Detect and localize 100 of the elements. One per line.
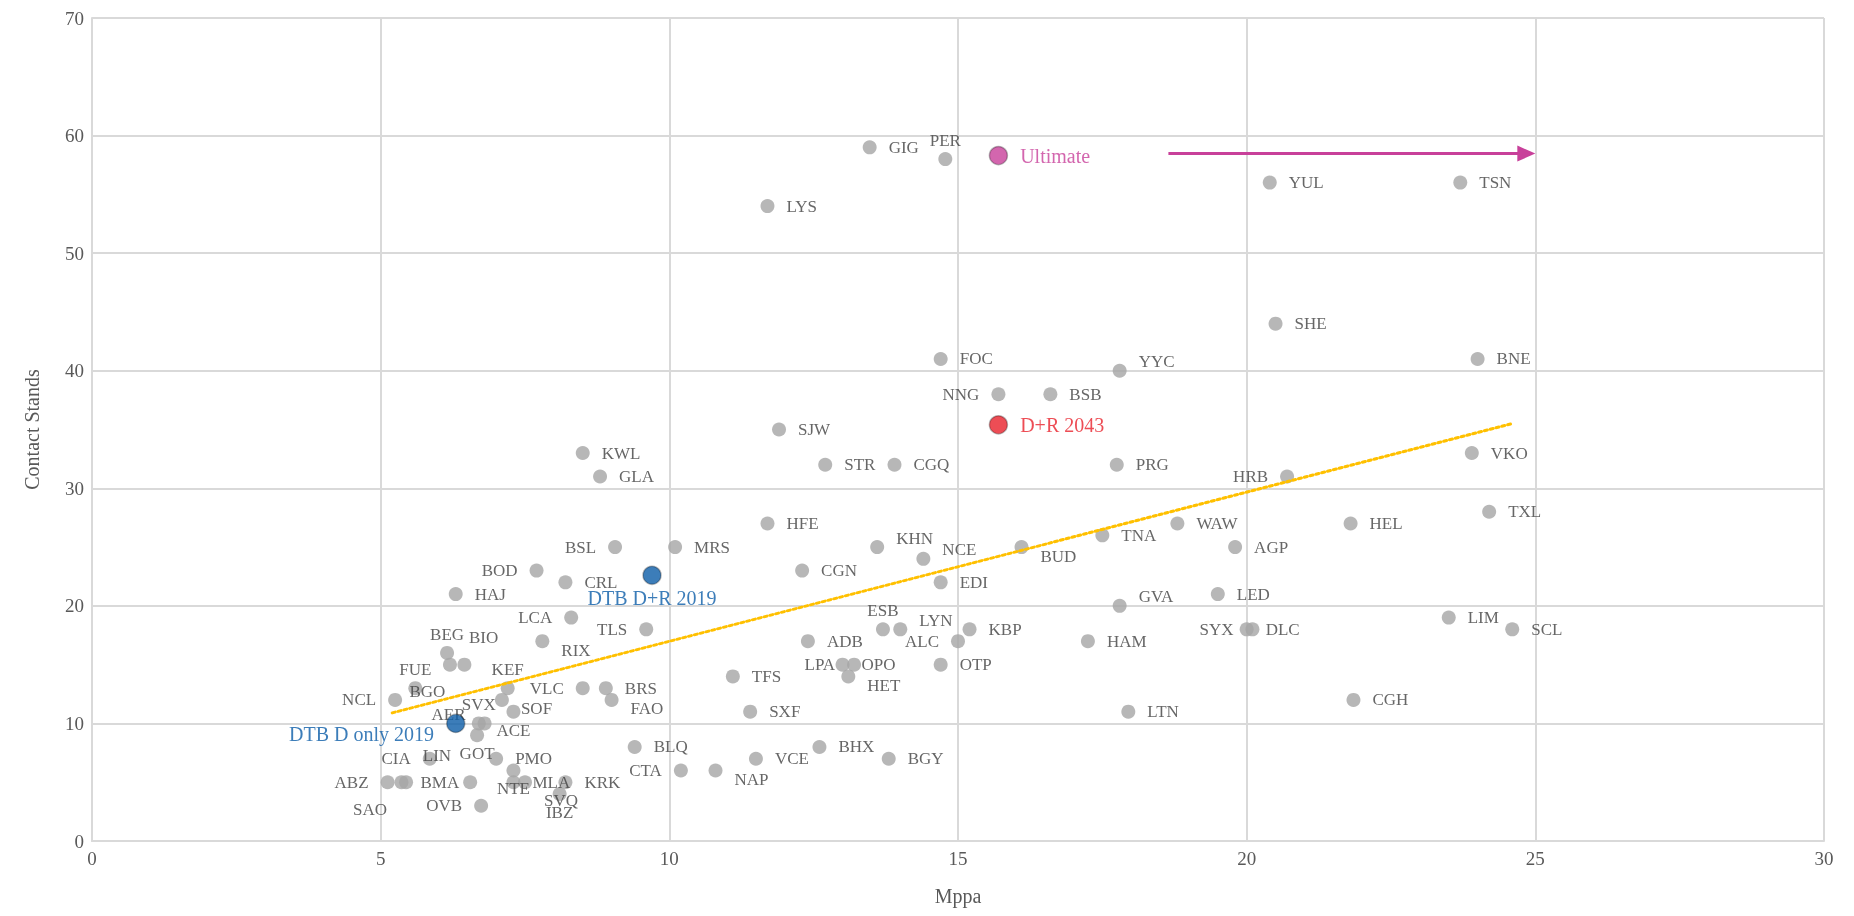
y-axis-title: Contact Stands <box>21 369 43 490</box>
y-tick-label: 0 <box>74 830 84 852</box>
data-label: CGH <box>1372 690 1409 710</box>
x-tick-label: 5 <box>375 848 386 869</box>
data-label: SHE <box>1294 314 1327 334</box>
data-label: BGY <box>907 749 944 769</box>
data-label: MLA <box>532 772 571 792</box>
data-label: PMO <box>515 749 552 769</box>
data-label: VKO <box>1490 443 1528 463</box>
data-label: PRG <box>1135 455 1169 475</box>
data-label: LIN <box>422 745 452 765</box>
data-label: NCE <box>942 540 977 560</box>
data-label: MRS <box>694 537 731 557</box>
data-label: OTP <box>959 655 992 675</box>
data-label: BOD <box>481 561 518 581</box>
x-axis-title: Mppa <box>934 885 982 908</box>
data-label: OPO <box>861 655 896 675</box>
data-label: LCA <box>518 608 553 628</box>
x-tick-label: 30 <box>1814 848 1834 869</box>
data-label: ESB <box>867 601 899 621</box>
data-label: LYN <box>919 610 953 630</box>
data-label: YUL <box>1288 173 1324 193</box>
data-label: ACE <box>496 720 531 740</box>
data-label: EDI <box>959 572 989 592</box>
data-label: LIM <box>1467 608 1499 628</box>
x-tick-label: 10 <box>659 848 679 869</box>
data-label: BGO <box>409 682 446 702</box>
data-label: HET <box>867 675 901 695</box>
data-label: TNA <box>1121 525 1157 545</box>
data-label: ABZ <box>334 772 369 792</box>
data-label: STR <box>844 455 877 475</box>
data-label: BEG <box>430 624 465 644</box>
data-label: DLC <box>1265 619 1300 639</box>
data-label: TFS <box>751 666 782 686</box>
data-label: LTN <box>1147 702 1179 722</box>
y-tick-label: 10 <box>65 712 84 734</box>
data-label: BRS <box>624 678 657 698</box>
data-label: HRB <box>1233 467 1269 487</box>
data-label: BMA <box>420 772 460 792</box>
data-label: TSN <box>1479 173 1512 193</box>
data-label: FOC <box>959 349 993 369</box>
data-label: BLQ <box>653 737 688 757</box>
data-label: SOF <box>520 699 553 719</box>
data-label: OVB <box>426 796 463 816</box>
data-label: BSB <box>1069 384 1102 404</box>
data-label: RIX <box>561 640 591 660</box>
data-label: TXL <box>1508 502 1542 522</box>
data-label: BIO <box>468 628 499 648</box>
data-label: TLS <box>597 619 628 639</box>
data-label: LPA <box>804 655 836 675</box>
data-label: GVA <box>1138 587 1175 607</box>
series-label: Ultimate <box>1020 144 1091 167</box>
data-label: LYS <box>786 196 817 216</box>
data-label: CGN <box>821 561 858 581</box>
y-tick-label: 30 <box>65 477 84 499</box>
data-label: FAO <box>630 699 664 719</box>
point <box>988 145 1009 166</box>
data-label: ALC <box>905 631 939 651</box>
data-label: WAW <box>1196 514 1239 534</box>
data-label: NAP <box>734 769 769 789</box>
data-label: AGP <box>1254 537 1289 557</box>
data-label: CTA <box>629 760 663 780</box>
data-label: CGQ <box>913 455 950 475</box>
point <box>988 415 1009 435</box>
data-label: VCE <box>774 749 809 769</box>
data-label: YYC <box>1138 352 1175 372</box>
x-tick-label: 15 <box>948 848 968 869</box>
data-label: SYX <box>1199 619 1234 639</box>
data-label: KRK <box>584 772 622 792</box>
x-tick-label: 25 <box>1525 848 1545 869</box>
data-label: SAO <box>353 799 388 819</box>
data-label: FUE <box>399 660 432 680</box>
series-label: DTB D only 2019 <box>288 722 434 746</box>
data-label: NTE <box>496 779 530 799</box>
data-label: HAM <box>1106 631 1147 651</box>
data-label: SXF <box>769 702 801 722</box>
data-label: KHN <box>896 528 934 548</box>
y-tick-label: 20 <box>65 595 84 617</box>
y-tick-label: 50 <box>65 242 84 264</box>
data-label: NNG <box>942 384 980 404</box>
data-label: ADB <box>826 631 863 651</box>
data-label: CIA <box>381 749 412 769</box>
data-label: HAJ <box>474 584 507 604</box>
data-label: SVQ <box>544 790 579 810</box>
data-label: NCL <box>342 690 377 710</box>
series-label: D+R 2043 <box>1020 413 1105 436</box>
y-tick-label: 60 <box>65 125 84 147</box>
data-label: GLA <box>619 467 655 487</box>
data-label: PER <box>929 131 962 151</box>
data-label: BUD <box>1040 546 1077 566</box>
data-label: KEF <box>491 660 524 680</box>
data-label: KWL <box>601 443 641 463</box>
data-label: BSL <box>564 537 597 557</box>
data-label: BNE <box>1496 349 1531 369</box>
x-tick-label: 0 <box>87 848 97 869</box>
data-label: VLC <box>529 678 564 698</box>
x-tick-label: 20 <box>1237 848 1257 869</box>
data-label: LED <box>1236 584 1270 604</box>
y-tick-label: 40 <box>65 360 84 382</box>
data-label: HEL <box>1369 514 1403 534</box>
